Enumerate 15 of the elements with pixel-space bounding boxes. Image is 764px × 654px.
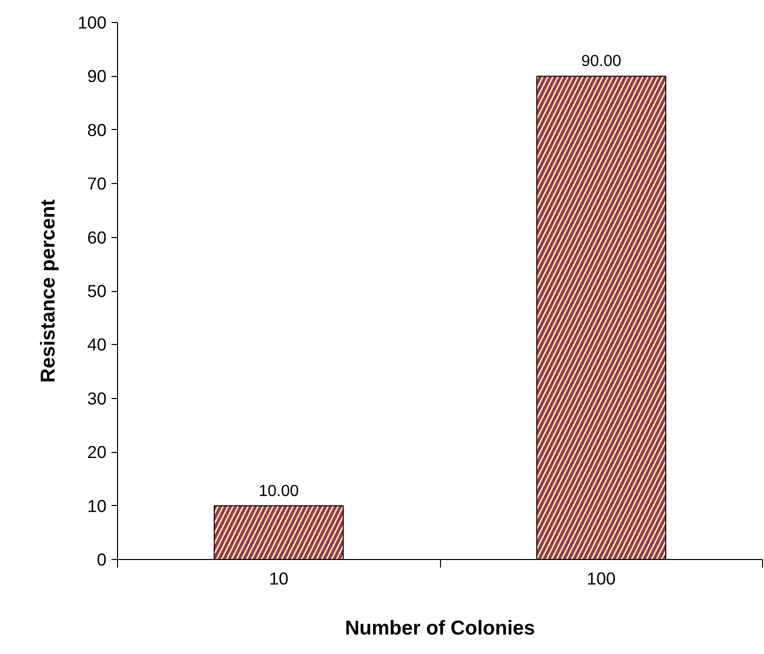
y-tick-label: 40 (87, 334, 107, 355)
data-label: 90.00 (581, 53, 622, 70)
y-tick-label: 70 (87, 174, 107, 194)
y-tick-label: 20 (87, 442, 107, 462)
y-tick-label: 80 (87, 120, 107, 140)
y-tick-label: 0 (96, 550, 107, 570)
y-tick-label: 90 (87, 66, 107, 86)
y-tick-label: 60 (87, 227, 107, 248)
data-label: 10.00 (258, 482, 299, 500)
y-tick-label: 10 (87, 496, 107, 516)
y-tick-label: 50 (87, 281, 107, 301)
y-axis-title: Resistance percent (38, 198, 60, 383)
x-axis-title: Number of Colonies (344, 618, 536, 640)
y-tick-label: 30 (87, 388, 107, 408)
y-tick-label: 100 (78, 12, 107, 32)
